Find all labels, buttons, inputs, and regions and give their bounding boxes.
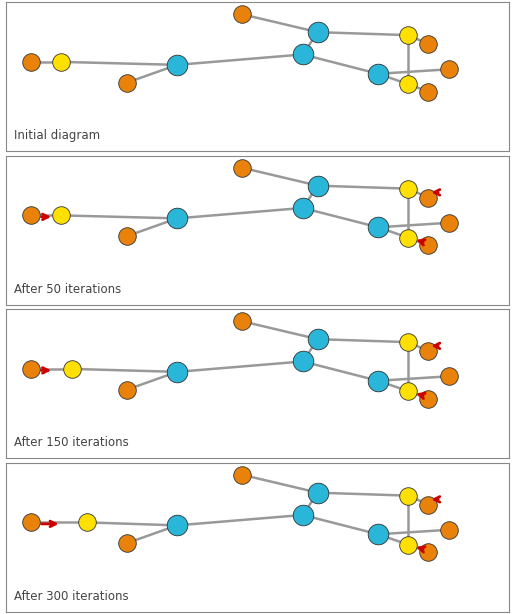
Point bbox=[314, 181, 322, 190]
Point bbox=[57, 57, 65, 67]
Point bbox=[27, 364, 36, 374]
Point bbox=[238, 163, 247, 173]
Point bbox=[424, 547, 433, 557]
Point bbox=[67, 364, 76, 374]
Point bbox=[299, 510, 307, 520]
Point bbox=[374, 69, 382, 79]
Point bbox=[424, 240, 433, 250]
Point bbox=[444, 64, 453, 74]
Point bbox=[27, 518, 36, 527]
Point bbox=[444, 218, 453, 228]
Point bbox=[424, 500, 433, 510]
Point bbox=[404, 337, 413, 347]
Text: After 150 iterations: After 150 iterations bbox=[14, 436, 128, 449]
Point bbox=[57, 211, 65, 220]
Text: After 300 iterations: After 300 iterations bbox=[14, 589, 128, 602]
Point bbox=[27, 211, 36, 220]
Point bbox=[404, 491, 413, 500]
Point bbox=[123, 78, 131, 88]
Point bbox=[404, 184, 413, 193]
Point bbox=[404, 386, 413, 396]
Point bbox=[424, 394, 433, 403]
Point bbox=[404, 30, 413, 40]
Point bbox=[299, 357, 307, 367]
Point bbox=[299, 203, 307, 213]
Point bbox=[314, 27, 322, 37]
Point bbox=[173, 60, 181, 70]
Point bbox=[314, 488, 322, 497]
Point bbox=[123, 385, 131, 395]
Point bbox=[27, 57, 36, 67]
Point bbox=[299, 50, 307, 60]
Point bbox=[424, 346, 433, 356]
Point bbox=[374, 529, 382, 539]
Point bbox=[444, 525, 453, 535]
Point bbox=[374, 222, 382, 232]
Point bbox=[238, 470, 247, 480]
Point bbox=[173, 367, 181, 377]
Point bbox=[123, 538, 131, 548]
Text: Initial diagram: Initial diagram bbox=[14, 129, 100, 142]
Point bbox=[444, 371, 453, 381]
Point bbox=[404, 79, 413, 89]
Point bbox=[404, 233, 413, 243]
Point bbox=[404, 540, 413, 550]
Point bbox=[123, 231, 131, 241]
Point bbox=[238, 9, 247, 19]
Point bbox=[238, 316, 247, 326]
Point bbox=[173, 521, 181, 530]
Point bbox=[424, 87, 433, 96]
Point bbox=[424, 39, 433, 49]
Point bbox=[374, 376, 382, 386]
Point bbox=[314, 334, 322, 344]
Point bbox=[424, 193, 433, 203]
Text: After 50 iterations: After 50 iterations bbox=[14, 282, 121, 295]
Point bbox=[173, 214, 181, 223]
Point bbox=[82, 518, 91, 527]
